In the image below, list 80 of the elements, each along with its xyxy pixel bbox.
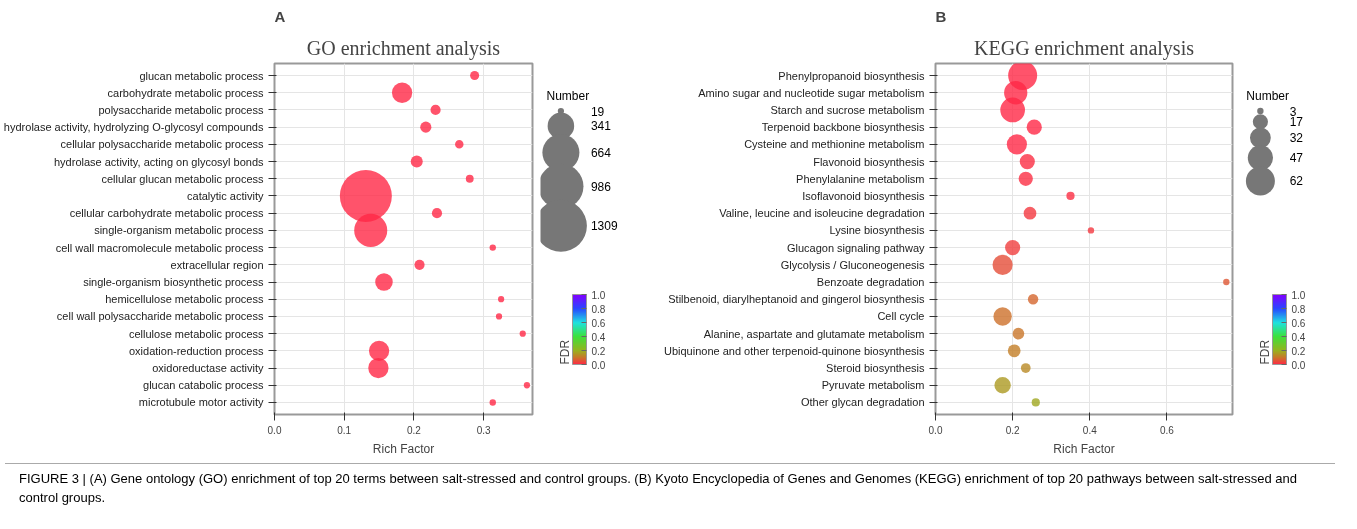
- x-tick-label: 0.0: [267, 424, 282, 436]
- y-tick-label: carbohydrate metabolic process: [107, 86, 264, 99]
- caption: FIGURE 3 | (A) Gene ontology (GO) enrichment of top 20 terms between salt-stressed and control groups. (B) Kyoto Encyclopedia of Genes and Genomes (KEGG) enrichment of top 20 pathways between salt-stressed and control groups.: [19, 470, 1298, 507]
- y-tick-label: cell wall macromolecule metabolic process: [55, 241, 264, 254]
- x-axis-title: Rich Factor: [1053, 441, 1115, 456]
- y-tick-label: Isoflavonoid biosynthesis: [802, 189, 925, 202]
- legend-label: 17: [1289, 115, 1304, 130]
- y-tick-label: glucan metabolic process: [139, 69, 264, 82]
- x-axis-title: Rich Factor: [372, 441, 435, 456]
- color-bar-title: FDR: [557, 339, 572, 365]
- y-tick-label: Alanine, aspartate and glutamate metabolism: [703, 327, 925, 340]
- x-tick-label: 0.2: [1005, 424, 1021, 436]
- legend-title: Number: [1246, 89, 1290, 104]
- y-tick-label: cellular glucan metabolic process: [101, 172, 264, 185]
- y-tick-label: Lysine biosynthesis: [829, 224, 925, 237]
- legend-label: 47: [1289, 151, 1304, 166]
- color-bar-label: 0.6: [591, 317, 606, 329]
- legend-title: Number: [546, 89, 590, 104]
- x-tick-label: 0.2: [407, 424, 422, 436]
- y-tick-label: Phenylpropanoid biosynthesis: [778, 69, 925, 82]
- y-tick-label: Pyruvate metabolism: [821, 379, 925, 392]
- y-tick-label: single-organism biosynthetic process: [83, 276, 264, 289]
- x-tick-label: 0.3: [476, 424, 492, 436]
- color-bar-label: 0.4: [1291, 331, 1306, 343]
- legend-label: 19: [590, 104, 605, 119]
- y-tick-label: cellular carbohydrate metabolic process: [69, 207, 264, 220]
- y-tick-label: Ubiquinone and other terpenoid-quinone biosynthesis: [663, 344, 925, 357]
- text: B: [935, 7, 947, 25]
- y-tick-label: cell wall polysaccharide metabolic process: [56, 310, 264, 323]
- legend-label: 32: [1289, 131, 1304, 146]
- x-tick-label: 0.6: [1159, 424, 1175, 436]
- color-bar-title: FDR: [1257, 339, 1272, 365]
- y-tick-label: Terpenoid backbone biosynthesis: [761, 121, 925, 134]
- color-bar-label: 0.6: [1291, 317, 1306, 329]
- y-tick-label: hemicellulose metabolic process: [105, 293, 264, 306]
- y-tick-label: extracellular region: [170, 258, 264, 271]
- color-bar-label: 1.0: [1291, 289, 1306, 301]
- y-tick-label: polysaccharide metabolic process: [98, 103, 264, 116]
- y-tick-label: catalytic activity: [187, 189, 264, 202]
- y-tick-label: Cell cycle: [877, 310, 925, 323]
- y-tick-label: glucan catabolic process: [143, 379, 264, 392]
- x-tick-label: 0.1: [337, 424, 352, 436]
- y-tick-label: Glucagon signaling pathway: [786, 241, 925, 254]
- y-tick-label: hydrolase activity, hydrolyzing O-glycosyl compounds: [3, 121, 264, 134]
- color-bar-label: 0.2: [1291, 345, 1306, 357]
- color-bar-label: 0.2: [591, 345, 606, 357]
- color-bar-label: 0.8: [1291, 303, 1306, 315]
- color-bar-label: 0.4: [591, 331, 606, 343]
- color-bar-label: 0.8: [591, 303, 606, 315]
- y-tick-label: Cysteine and methionine metabolism: [744, 138, 925, 151]
- y-tick-label: Stilbenoid, diarylheptanoid and gingerol biosynthesis: [668, 293, 925, 306]
- y-tick-label: Flavonoid biosynthesis: [813, 155, 925, 168]
- y-tick-label: Phenylalanine metabolism: [796, 172, 925, 185]
- legend-label: 341: [590, 119, 612, 134]
- chart-title: KEGG enrichment analysis: [974, 36, 1195, 60]
- y-tick-label: single-organism metabolic process: [94, 224, 264, 237]
- color-bar-label: 0.0: [591, 359, 606, 371]
- legend-label: 1309: [590, 219, 618, 234]
- color-bar-label: 1.0: [591, 289, 606, 301]
- y-tick-label: Glycolysis / Gluconeogenesis: [780, 258, 925, 271]
- legend-label: 664: [590, 146, 612, 161]
- y-tick-label: microtubule motor activity: [138, 396, 264, 409]
- x-tick-label: 0.4: [1082, 424, 1098, 436]
- y-tick-label: oxidoreductase activity: [152, 362, 264, 375]
- x-tick-label: 0.0: [928, 424, 943, 436]
- y-tick-label: Valine, leucine and isoleucine degradation: [719, 207, 925, 220]
- y-tick-label: Amino sugar and nucleotide sugar metabolism: [698, 86, 925, 99]
- y-tick-label: Steroid biosynthesis: [826, 362, 925, 375]
- text: A: [274, 7, 286, 25]
- chart-title: GO enrichment analysis: [306, 36, 501, 60]
- y-tick-label: hydrolase activity, acting on glycosyl bonds: [53, 155, 264, 168]
- y-tick-label: Other glycan degradation: [800, 396, 925, 409]
- y-tick-label: Benzoate degradation: [816, 276, 925, 289]
- color-bar-label: 0.0: [1291, 359, 1306, 371]
- y-tick-label: oxidation-reduction process: [128, 344, 264, 357]
- y-tick-label: Starch and sucrose metabolism: [770, 103, 925, 116]
- legend-label: 986: [590, 179, 612, 194]
- y-tick-label: cellulose metabolic process: [128, 327, 264, 340]
- legend-label: 62: [1289, 174, 1304, 189]
- y-tick-label: cellular polysaccharide metabolic process: [60, 138, 264, 151]
